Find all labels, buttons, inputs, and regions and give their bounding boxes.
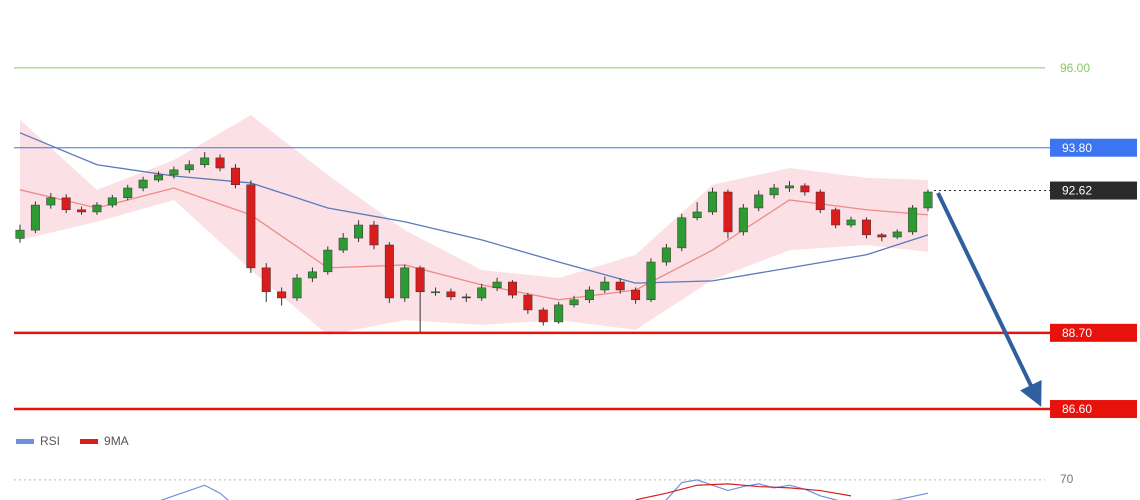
candle-body (769, 187, 779, 196)
price-label: 88.70 (1062, 326, 1092, 340)
candle-body (169, 169, 179, 176)
candle-body (446, 291, 456, 298)
candle-body (908, 207, 918, 233)
legend-swatch (16, 439, 34, 444)
candle-body (800, 185, 810, 193)
candle-body (923, 191, 933, 209)
price-label: 86.60 (1062, 402, 1092, 416)
candle-body (661, 247, 671, 263)
candle-body (338, 237, 348, 251)
candle-body (107, 197, 117, 206)
candle-body (184, 164, 194, 171)
candle-body (738, 207, 748, 233)
candle-body (154, 174, 163, 181)
candle-body (631, 289, 641, 301)
candle-body (123, 187, 133, 199)
candle-body (492, 281, 502, 289)
indicator-line (635, 483, 852, 500)
levels-layer: 96.00 93.80 92.62 88.70 86.60 (14, 61, 1137, 419)
candle-body (415, 267, 425, 293)
candle-body (892, 231, 902, 238)
candle-body (708, 191, 718, 213)
candle-body (200, 157, 210, 166)
candle-body (554, 304, 564, 323)
candle-body (646, 261, 656, 301)
rsi-panel: 70 RSI 9MA (14, 434, 1074, 500)
legend-label: 9MA (104, 434, 129, 448)
candle-body (400, 267, 410, 299)
price-label-box (1050, 181, 1137, 200)
candle-body (138, 179, 148, 189)
indicator-line (160, 479, 929, 500)
candle-body (307, 271, 317, 279)
candle-body (61, 197, 71, 211)
candle-body (600, 281, 610, 291)
legend-label: RSI (40, 434, 60, 448)
candle-body (246, 184, 256, 269)
candle-body (77, 209, 87, 213)
candle-body (384, 244, 394, 299)
candle-body (292, 277, 302, 299)
candle-body (785, 185, 794, 189)
forecast-arrow (936, 192, 1042, 407)
candle-body (354, 224, 364, 239)
legend-swatch (80, 439, 99, 444)
y-tick-label: 70 (1060, 472, 1074, 486)
band-layer (20, 115, 928, 335)
candle-body (507, 281, 517, 296)
price-label: 96.00 (1060, 61, 1090, 75)
candle-body (831, 209, 841, 226)
candle-body (815, 191, 825, 211)
candle-body (277, 291, 287, 299)
candle-body (461, 296, 471, 299)
candles-layer (15, 152, 933, 333)
candle-body (431, 291, 441, 294)
price-label-box (1050, 400, 1137, 419)
candle-body (261, 267, 271, 293)
bollinger-band (20, 115, 928, 335)
price-label: 93.80 (1062, 141, 1092, 155)
candle-body (846, 219, 856, 226)
candle-body (877, 234, 887, 238)
candle-body (754, 194, 764, 209)
candle-body (215, 157, 225, 169)
candle-body (569, 299, 579, 306)
candle-body (15, 229, 25, 239)
candle-body (861, 219, 871, 236)
candle-body (92, 204, 102, 213)
price-label: 92.62 (1062, 184, 1092, 198)
candle-body (692, 211, 702, 219)
candle-body (230, 167, 240, 185)
candle-body (369, 224, 379, 246)
candle-body (723, 191, 733, 233)
price-label-box (1050, 138, 1137, 157)
candle-body (615, 281, 625, 291)
candle-body (30, 204, 40, 231)
price-label-box (1050, 323, 1137, 342)
candle-body (523, 294, 533, 311)
candle-body (477, 287, 487, 299)
candle-body (584, 289, 594, 301)
candle-body (677, 217, 687, 249)
candle-body (323, 249, 333, 273)
candle-body (46, 197, 56, 206)
candle-body (538, 309, 548, 323)
